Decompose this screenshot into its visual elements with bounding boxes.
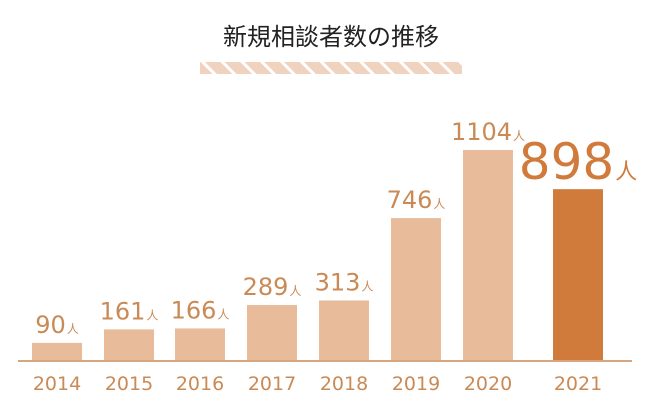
value-unit-2016: 人 [217,307,229,321]
value-label-2020: 1104人 [451,118,525,146]
bar-2017 [247,305,297,360]
x-tick-label-2019: 2019 [392,373,440,395]
value-label-2014: 90人 [35,311,79,339]
value-number-2017: 289 [243,273,289,301]
value-label-2019: 746人 [387,186,446,214]
value-number-2021: 898 [519,133,614,191]
x-tick-label-2020: 2020 [464,373,512,395]
value-number-2016: 166 [171,296,217,324]
bar-2020 [463,150,513,360]
bar-2021 [553,189,603,360]
value-label-2016: 166人 [171,296,230,324]
value-number-2014: 90 [35,311,66,339]
value-label-2017: 289人 [243,273,302,301]
title-underline-band [200,62,462,74]
bar-2016 [175,328,225,360]
x-tick-label-2016: 2016 [176,373,224,395]
value-label-2015: 161人 [100,297,159,325]
value-number-2015: 161 [100,297,146,325]
value-label-2021: 898人 [519,133,637,191]
x-tick-label-2017: 2017 [248,373,296,395]
bars-group [32,150,603,360]
value-unit-2020: 人 [513,129,525,143]
x-tick-label-2014: 2014 [33,373,81,395]
x-tick-labels: 2014 2015 2016 2017 2018 2019 2020 2021 [33,373,602,395]
value-number-2020: 1104 [451,118,512,146]
chart-title: 新規相談者数の推移 [223,23,439,51]
value-unit-2019: 人 [433,197,445,211]
value-number-2018: 313 [315,268,361,296]
x-tick-label-2018: 2018 [320,373,368,395]
x-tick-label-2021: 2021 [554,373,602,395]
bar-2014 [32,342,82,360]
bar-2015 [104,329,154,360]
value-label-2018: 313人 [315,268,374,296]
value-unit-2015: 人 [146,308,158,322]
value-unit-2021: 人 [615,160,637,185]
bar-2018 [319,300,369,360]
value-unit-2014: 人 [67,322,79,336]
value-unit-2018: 人 [361,279,373,293]
bar-2019 [391,218,441,360]
value-unit-2017: 人 [289,284,301,298]
value-number-2019: 746 [387,186,433,214]
x-tick-label-2015: 2015 [105,373,153,395]
